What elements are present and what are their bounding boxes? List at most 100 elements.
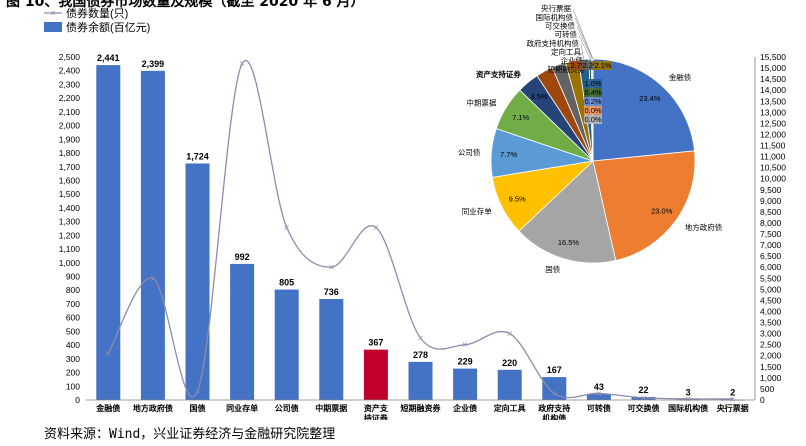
right-tick-label: 9,500 xyxy=(760,185,782,195)
line-point-marker: × xyxy=(195,387,201,398)
x-tick-label-line: 机构债 xyxy=(542,413,566,420)
bar-value-label: 2,441 xyxy=(97,53,120,63)
left-tick-label: 1,000 xyxy=(59,258,81,268)
left-tick-label: 2,200 xyxy=(59,93,81,103)
pie-name-label: 央行票据 xyxy=(541,3,571,13)
pie-pct-label: 1.6% xyxy=(584,79,601,88)
bar-value-label: 1,724 xyxy=(186,151,209,161)
count-line xyxy=(107,59,733,400)
x-tick-label: 国际机构债 xyxy=(668,403,708,413)
pie-name-label: 地方政府债 xyxy=(685,222,723,232)
pie-pct-label: 2.2% xyxy=(582,61,599,70)
left-tick-label: 1,300 xyxy=(59,217,81,227)
left-tick-label: 1,100 xyxy=(59,244,81,254)
right-tick-label: 5,500 xyxy=(760,273,782,283)
pie-pct-box xyxy=(584,88,602,97)
pie-leader-line xyxy=(580,43,584,60)
x-tick-label: 中期票据 xyxy=(315,403,347,413)
right-tick-label: 7,000 xyxy=(760,240,782,250)
left-tick-label: 700 xyxy=(66,299,80,309)
right-tick-label: 10,500 xyxy=(760,163,786,173)
right-tick-label: 12,000 xyxy=(760,129,786,139)
right-tick-label: 13,500 xyxy=(760,96,786,106)
pie-name-label: 国际机构债 xyxy=(536,12,574,22)
line-point-marker: × xyxy=(641,393,647,404)
pie-name-label: 资产支持证券 xyxy=(476,69,521,79)
bar xyxy=(230,263,255,400)
x-tick-label: 可交换债 xyxy=(628,403,660,413)
right-tick-label: 1,000 xyxy=(760,373,782,383)
bar xyxy=(586,394,611,400)
bar xyxy=(497,369,522,400)
pie-pct-label: 0.0% xyxy=(584,115,601,124)
left-tick-label: 1,800 xyxy=(59,148,81,158)
x-tick-label: 定向工具 xyxy=(493,403,526,413)
right-tick-label: 3,500 xyxy=(760,318,782,328)
bar-value-label: 805 xyxy=(279,278,294,288)
legend-line-marker: × xyxy=(50,8,55,18)
x-tick-label: 资产支持证券 xyxy=(364,403,389,420)
right-tick-label: 0 xyxy=(760,395,765,405)
right-tick-label: 3,000 xyxy=(760,329,782,339)
x-tick-label: 金融债 xyxy=(95,403,120,413)
right-tick-label: 13,000 xyxy=(760,107,786,117)
bar-value-label: 736 xyxy=(324,287,339,297)
x-tick-label: 央行票据 xyxy=(717,403,749,413)
legend-bar-swatch xyxy=(44,22,62,32)
bar xyxy=(363,349,388,400)
pie-name-label: 国债 xyxy=(545,264,560,274)
pie-name-label: 短期融资券 xyxy=(548,64,586,74)
source-note: 资料来源：Wind，兴业证券经济与金融研究院整理 xyxy=(44,427,336,442)
figure-title: 图 10、我国债券市场数量及规模（截至 2020 年 6 月） xyxy=(6,0,365,10)
pie-pct-label: 0.4% xyxy=(584,88,601,97)
right-tick-label: 14,500 xyxy=(760,74,786,84)
right-tick-label: 15,500 xyxy=(760,52,786,62)
line-point-marker: × xyxy=(418,334,424,345)
legend-bar-label: 债券余额(百亿元) xyxy=(66,20,150,34)
left-tick-label: 2,100 xyxy=(59,107,81,117)
left-tick-label: 600 xyxy=(66,313,80,323)
pie-chart: 23.4% 金融债 23.0% 地方政府债 16.5% 国债 9.5% 同业存单 7.7% 公司债… xyxy=(458,3,723,274)
right-tick-label: 2,000 xyxy=(760,351,782,361)
pie-name-label: 定向工具 xyxy=(551,47,581,57)
pie-pct-box xyxy=(584,115,602,124)
left-tick-label: 800 xyxy=(66,285,80,295)
right-tick-label: 8,500 xyxy=(760,207,782,217)
bar xyxy=(408,361,433,400)
bar xyxy=(96,65,121,401)
bar-value-label: 22 xyxy=(638,385,648,395)
left-tick-label: 1,200 xyxy=(59,230,81,240)
right-tick-label: 15,000 xyxy=(760,63,786,73)
pie-pct-label: 0.2% xyxy=(584,97,601,106)
left-tick-label: 1,700 xyxy=(59,162,81,172)
bar-value-label: 2 xyxy=(730,388,735,398)
right-tick-label: 12,500 xyxy=(760,118,786,128)
bar xyxy=(631,396,656,400)
bar-value-label: 43 xyxy=(594,382,604,392)
pie-pct-label: 7.7% xyxy=(500,150,517,159)
right-tick-label: 14,000 xyxy=(760,85,786,95)
right-tick-label: 2,500 xyxy=(760,340,782,350)
bar-value-label: 229 xyxy=(458,357,473,367)
line-point-marker: × xyxy=(596,389,602,400)
bar xyxy=(542,377,567,400)
line-point-marker: × xyxy=(685,394,691,405)
chart-legend: × 债券数量(只) 债券余额(百亿元) xyxy=(44,6,150,34)
line-point-marker: × xyxy=(507,329,513,340)
line-point-marker: × xyxy=(284,223,290,234)
left-tick-label: 100 xyxy=(66,381,80,391)
pie-pct-box xyxy=(582,61,600,70)
bar-value-label: 992 xyxy=(235,252,250,262)
pie-slice xyxy=(518,160,617,264)
left-tick-label: 400 xyxy=(66,340,80,350)
x-tick-label-line: 持证券 xyxy=(364,413,389,420)
left-tick-label: 200 xyxy=(66,368,80,378)
pie-leader-line xyxy=(572,9,594,60)
pie-pct-label: 7.1% xyxy=(512,113,529,122)
right-tick-label: 11,500 xyxy=(760,141,786,151)
pie-leader-line xyxy=(574,17,594,60)
right-tick-label: 4,000 xyxy=(760,306,782,316)
pie-name-label: 可转债 xyxy=(555,29,578,39)
x-tick-label: 同业存单 xyxy=(226,403,258,413)
